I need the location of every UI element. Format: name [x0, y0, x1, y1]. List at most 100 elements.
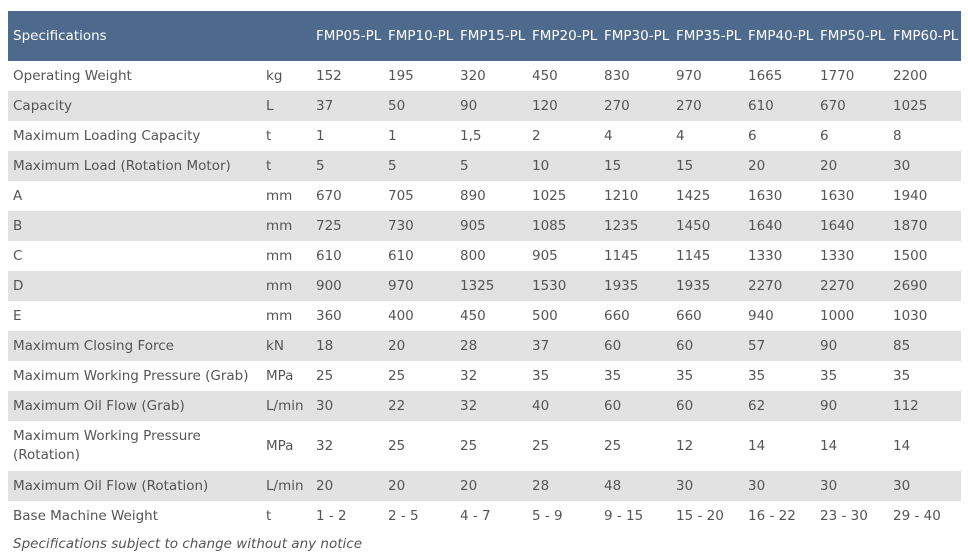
row-value: 970: [676, 67, 702, 84]
row-value: 4 - 7: [460, 507, 491, 524]
row-value: 23 - 30: [820, 507, 868, 524]
row-value: 1: [316, 127, 325, 144]
row-value: 2270: [815, 271, 888, 301]
row-value: 25: [532, 437, 550, 454]
row-name: D: [8, 271, 261, 301]
row-value: 1145: [604, 247, 639, 264]
row-value: 30: [311, 391, 383, 421]
row-value: 1940: [893, 187, 928, 204]
row-value: 1085: [527, 211, 599, 241]
row-name: Operating Weight: [13, 67, 132, 84]
row-value: 195: [388, 67, 414, 84]
table-row: Maximum Working Pressure (Rotation) MPa 32…: [8, 421, 961, 471]
row-name: Maximum Closing Force: [8, 331, 261, 361]
table-row: Operating Weight kg 152 195 320 450 830 970 1665…: [8, 61, 961, 91]
table-row: Maximum Loading Capacity t 1 1 1,5 2 4 4 6 6 8: [8, 121, 961, 151]
row-value: 1030: [893, 307, 928, 324]
row-value: 670: [316, 187, 342, 204]
row-value: 40: [527, 391, 599, 421]
row-name: Capacity: [8, 91, 261, 121]
header-model: FMP15-PL: [455, 11, 527, 61]
row-value: 60: [599, 331, 671, 361]
row-value: 360: [316, 307, 342, 324]
row-value: 1870: [888, 211, 961, 241]
table-row: Base Machine Weight t 1 - 2 2 - 5 4 - 7 5 - 9…: [8, 501, 961, 531]
row-value: 1210: [604, 187, 639, 204]
row-value: 1640: [743, 211, 815, 241]
row-unit: kg: [266, 67, 283, 84]
row-value: 1025: [532, 187, 567, 204]
row-name: B: [8, 211, 261, 241]
row-value: 1630: [748, 187, 783, 204]
row-value: 1500: [893, 247, 928, 264]
row-value: 800: [460, 247, 486, 264]
row-value: 5: [455, 151, 527, 181]
row-value: 35: [676, 367, 694, 384]
row-value: 14: [893, 437, 911, 454]
row-value: 57: [743, 331, 815, 361]
row-value: 14: [748, 437, 766, 454]
row-value: 1450: [671, 211, 743, 241]
row-value: 1000: [820, 307, 855, 324]
row-value: 1770: [820, 67, 855, 84]
row-value: 400: [388, 307, 414, 324]
row-value: 29 - 40: [893, 507, 941, 524]
row-unit: L/min: [261, 391, 311, 421]
header-model: FMP50-PL: [815, 11, 888, 61]
row-value: 37: [527, 331, 599, 361]
row-value: 30: [815, 471, 888, 501]
row-unit: mm: [261, 211, 311, 241]
row-value: 60: [599, 391, 671, 421]
row-value: 4: [676, 127, 685, 144]
row-value: 5: [383, 151, 455, 181]
row-name: Maximum Loading Capacity: [13, 127, 201, 144]
row-value: 2270: [743, 271, 815, 301]
row-value: 12: [676, 437, 694, 454]
row-value: 660: [604, 307, 630, 324]
row-value: 610: [316, 247, 342, 264]
row-name: Maximum Oil Flow (Rotation): [8, 471, 261, 501]
header-model: FMP40-PL: [743, 11, 815, 61]
row-value: 14: [820, 437, 838, 454]
row-value: 2690: [888, 271, 961, 301]
row-value: 8: [893, 127, 902, 144]
row-value: 28: [527, 471, 599, 501]
row-value: 30: [888, 471, 961, 501]
row-value: 35: [532, 367, 550, 384]
row-unit: mm: [266, 247, 293, 264]
row-value: 900: [311, 271, 383, 301]
row-value: 152: [316, 67, 342, 84]
row-value: 725: [311, 211, 383, 241]
row-unit: mm: [266, 307, 293, 324]
row-value: 35: [893, 367, 911, 384]
row-value: 20: [383, 331, 455, 361]
row-value: 610: [743, 91, 815, 121]
row-name: Maximum Load (Rotation Motor): [8, 151, 261, 181]
row-unit: L: [261, 91, 311, 121]
row-value: 1325: [455, 271, 527, 301]
row-value: 1,5: [460, 127, 482, 144]
row-value: 50: [383, 91, 455, 121]
row-unit: t: [266, 127, 272, 144]
row-value: 90: [455, 91, 527, 121]
row-value: 90: [815, 391, 888, 421]
row-value: 30: [743, 471, 815, 501]
header-unit-cell: [261, 11, 311, 61]
row-value: 25: [388, 437, 406, 454]
row-value: 22: [383, 391, 455, 421]
row-value: 32: [455, 391, 527, 421]
row-value: 905: [532, 247, 558, 264]
row-unit: MPa: [266, 367, 294, 384]
row-value: 270: [671, 91, 743, 121]
row-unit: kN: [261, 331, 311, 361]
table-row: Maximum Working Pressure (Grab) MPa 25 25 32…: [8, 361, 961, 391]
row-value: 18: [311, 331, 383, 361]
row-value: 10: [527, 151, 599, 181]
row-value: 970: [383, 271, 455, 301]
table-row: Capacity L 37 50 90 120 270 270 610 670 1025: [8, 91, 961, 121]
row-value: 15 - 20: [676, 507, 724, 524]
row-name: E: [13, 307, 22, 324]
row-value: 500: [532, 307, 558, 324]
row-name: C: [13, 247, 23, 264]
